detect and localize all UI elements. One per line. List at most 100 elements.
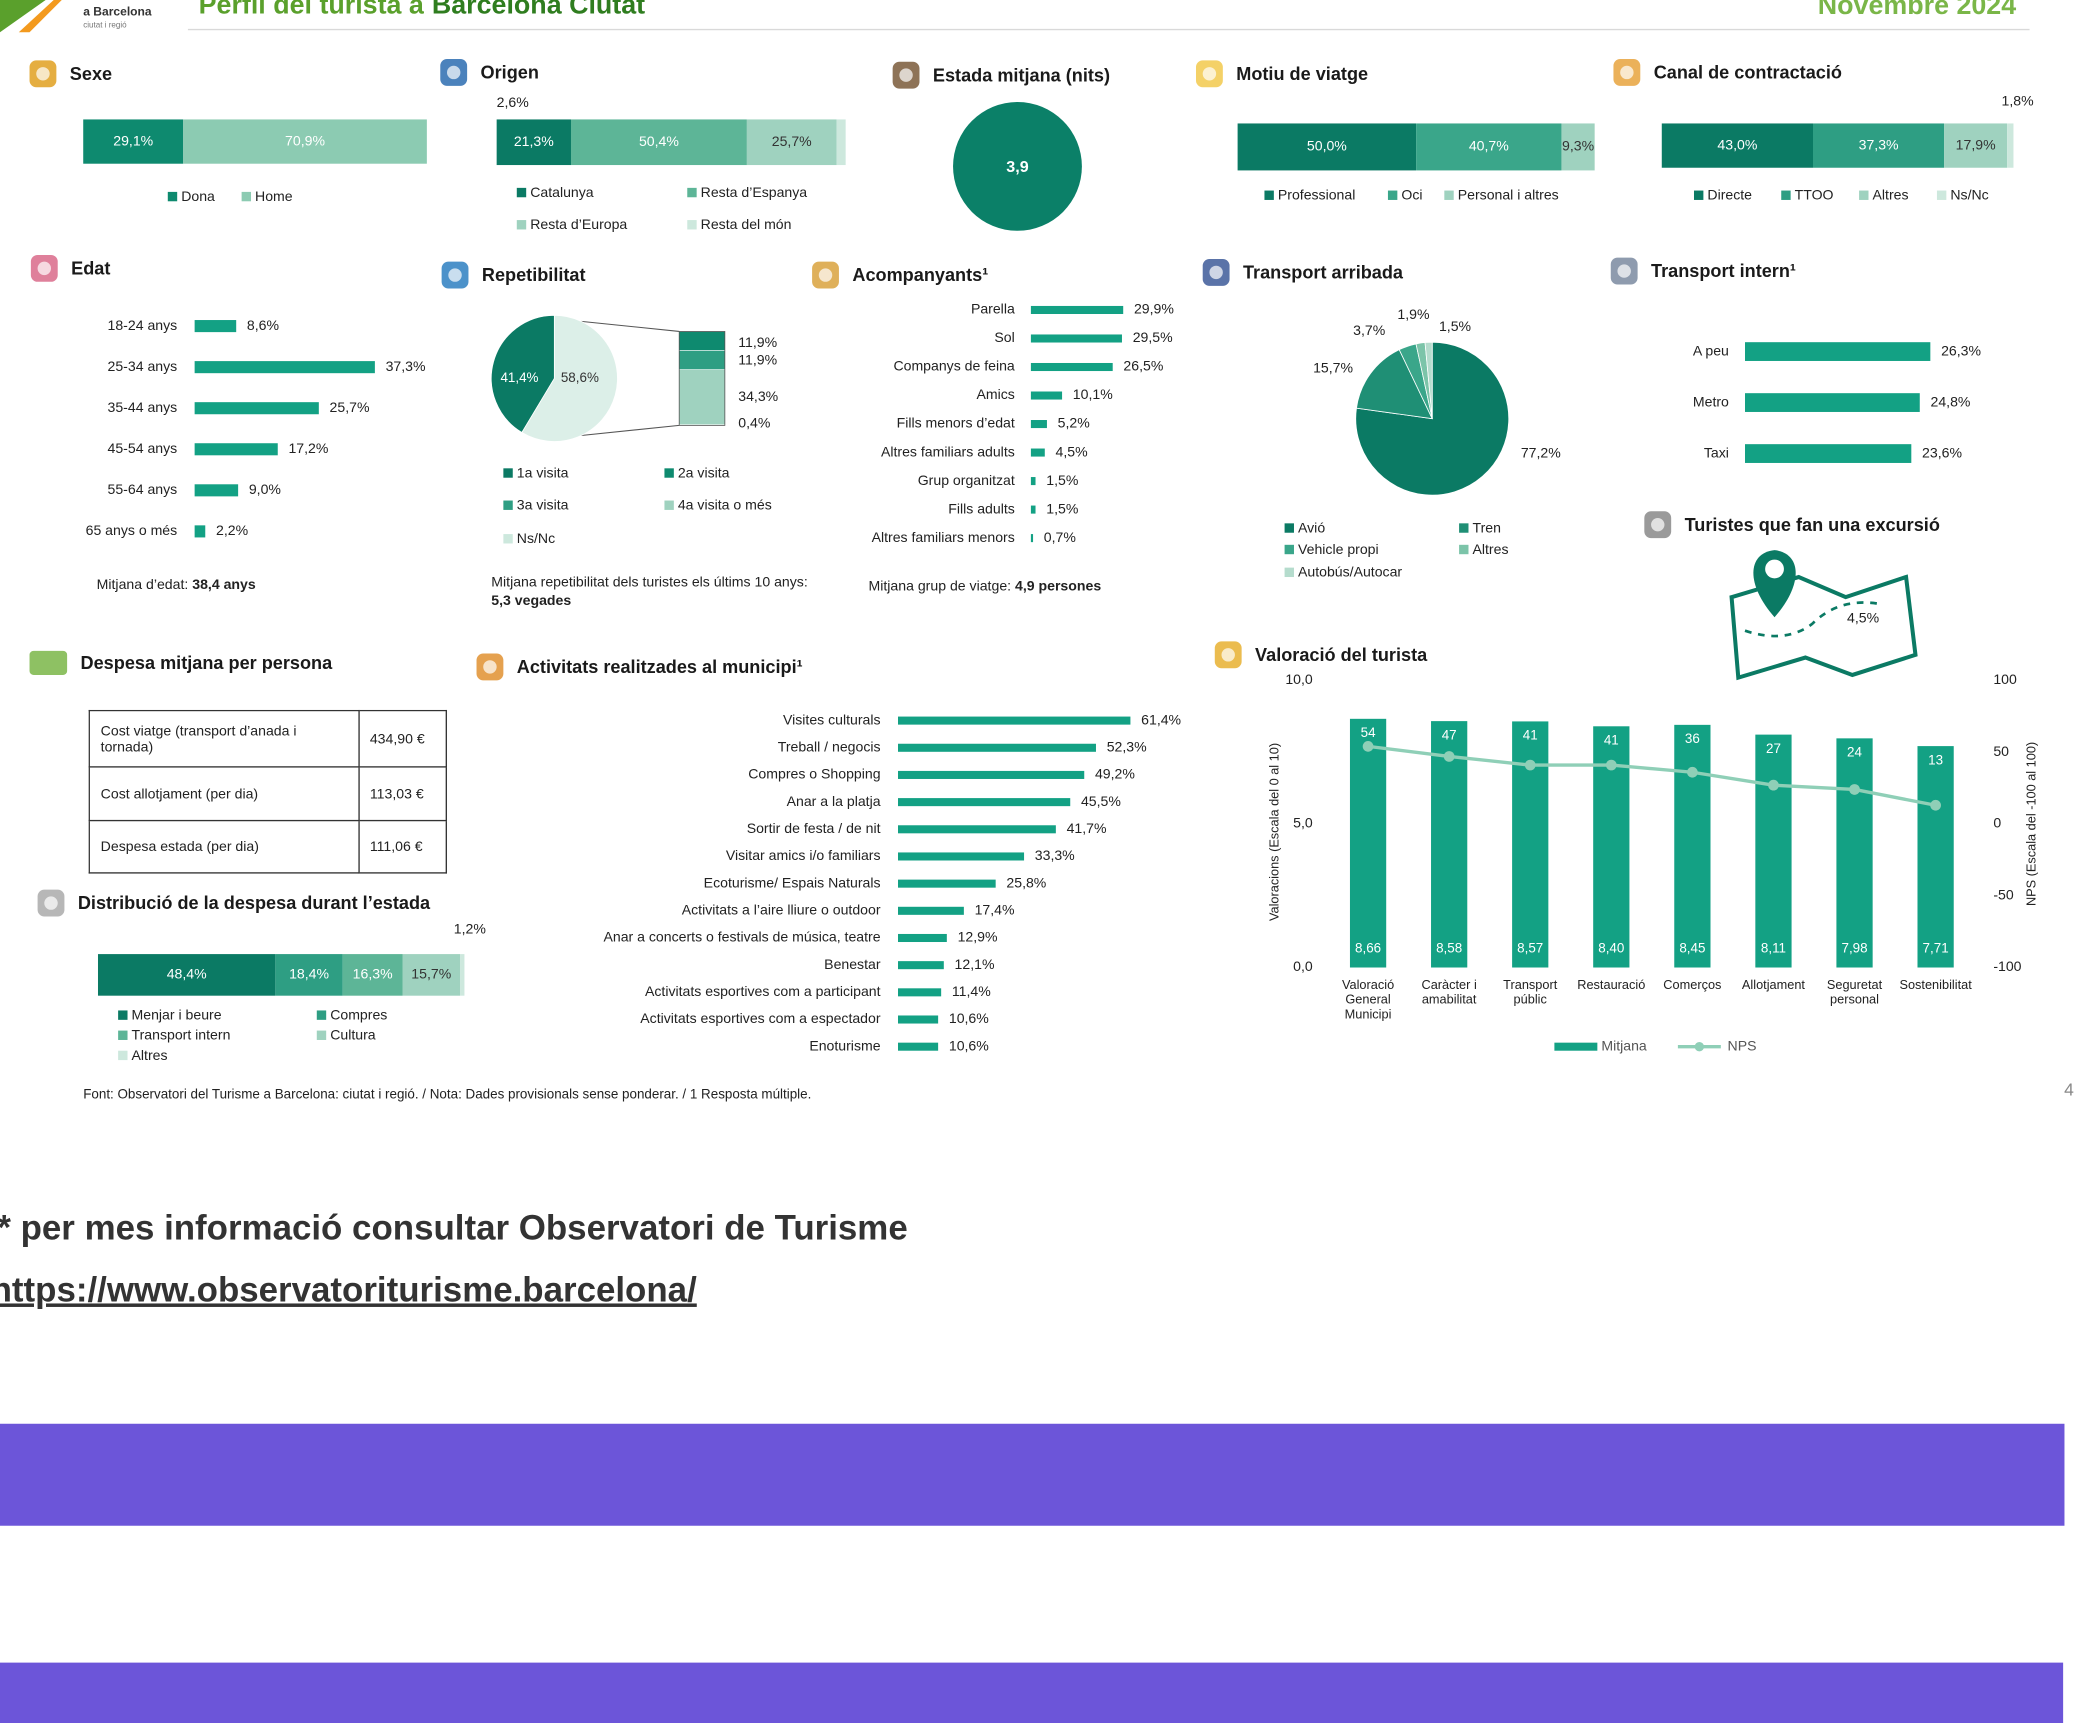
value-label: 8,66 [1355, 940, 1381, 955]
legend-label: Professional [1278, 187, 1355, 203]
title-icon [29, 650, 68, 675]
title-icon-dot [1651, 517, 1665, 532]
value-label: 11,9% [738, 334, 777, 350]
chart-title: Distribució de la despesa durant l’estad… [78, 893, 431, 913]
y2-tick-label: 50 [1993, 743, 2009, 759]
chart-title: Transport intern¹ [1651, 261, 1796, 281]
header-title-part: Perfil del turista a [199, 0, 425, 20]
chart-title: Repetibilitat [482, 265, 586, 285]
value-label: 2,2% [216, 522, 249, 538]
kpi-value: 3,9 [1006, 158, 1028, 176]
bar [1030, 448, 1045, 457]
map-pin-hole [1765, 559, 1784, 579]
value-label: 70,9% [285, 132, 325, 148]
note-value: 38,4 anys [192, 577, 256, 594]
value-label: 17,4% [975, 902, 1015, 918]
value-label: 41,4% [500, 370, 538, 385]
legend-swatch [1444, 190, 1454, 200]
legend-label: 2a visita [678, 464, 730, 480]
bar [194, 484, 239, 497]
bar [898, 933, 947, 943]
y2-tick-label: -50 [1993, 886, 2014, 902]
legend-label: Resta d’Espanya [701, 184, 808, 200]
value-label: 10,6% [949, 1037, 989, 1053]
legend-swatch [1264, 190, 1274, 200]
bar-segment [746, 119, 837, 166]
line-marker [1849, 784, 1860, 795]
legend-swatch [1554, 1042, 1598, 1051]
legend-swatch [687, 187, 697, 198]
y2-tick-label: -100 [1993, 958, 2021, 974]
note-text: Mitjana repetibilitat dels turistes els … [491, 574, 808, 591]
value-label: 0,7% [1044, 529, 1077, 545]
value-label: 8,11 [1761, 940, 1786, 955]
title-icon-dot [1221, 648, 1235, 662]
bar [898, 879, 996, 888]
value-label: 43,0% [1717, 136, 1757, 152]
value-label: 21,3% [514, 133, 554, 149]
legend-swatch [687, 220, 697, 230]
bar-segment [678, 350, 726, 370]
legend-swatch [316, 1010, 327, 1020]
value-label: 37,3% [386, 358, 426, 374]
bar [1431, 721, 1468, 968]
category-label: 35-44 anys [108, 399, 178, 415]
legend-marker [1694, 1041, 1705, 1052]
x-tick-text: Sostenibilitat [1899, 979, 1972, 994]
value-label: 8,58 [1436, 940, 1462, 955]
legend-swatch [1459, 544, 1469, 555]
bar-segment [83, 119, 184, 164]
chart-title: Activitats realitzades al municipi¹ [517, 657, 803, 677]
value-label: 26,3% [1941, 342, 1981, 358]
legend-swatch [1284, 567, 1294, 578]
x-tick-text: Valoració General Municipi [1341, 979, 1395, 1023]
chart-title: Canal de contractació [1654, 63, 1842, 83]
legend-label: Personal i altres [1458, 187, 1559, 203]
value-label: 5,2% [1058, 415, 1091, 431]
value-label: 47 [1442, 727, 1457, 742]
connector [581, 320, 680, 332]
value-label: 24,8% [1931, 393, 1971, 409]
bar [898, 770, 1085, 779]
value-label: 15,7% [1313, 360, 1353, 376]
y-tick-label: 10,0 [1285, 671, 1313, 687]
category-label: Grup organitzat [918, 472, 1015, 488]
value-label: 17,9% [1956, 136, 1996, 152]
bar [898, 716, 1131, 725]
note: Mitjana repetibilitat dels turistes els … [491, 574, 808, 608]
legend-swatch [1693, 190, 1704, 200]
value-label: 11,4% [952, 983, 991, 999]
value-label: 1,8% [2001, 93, 2034, 109]
bar [1674, 724, 1711, 968]
category-label: 55-64 anys [108, 481, 178, 497]
map-pin [1753, 550, 1796, 618]
bar-segment [97, 954, 276, 996]
value-label: 54 [1361, 725, 1376, 740]
info-link[interactable]: https://www.observatoriturisme.barcelona… [0, 1270, 697, 1309]
chart-title: Transport arribada [1243, 263, 1404, 283]
legend-swatch [1284, 544, 1294, 555]
line-marker [1687, 766, 1698, 778]
category-label: Compres o Shopping [748, 766, 880, 782]
title-icon-dot [37, 261, 52, 276]
value-label: 34,3% [738, 388, 778, 404]
category-label: 65 anys o més [86, 522, 178, 538]
category-label: Parella [971, 301, 1015, 317]
bar [898, 906, 964, 915]
y2-tick-label: 0 [1993, 815, 2001, 831]
value-label: 0,4% [738, 415, 771, 431]
bar [1030, 334, 1122, 343]
title-icon-dot [446, 65, 461, 80]
y2-tick-label: 100 [1993, 671, 2017, 687]
table-cell: Cost viatge (transport d’anada i tornada… [88, 709, 360, 768]
x-tick-label: Valoració General Municipi [1341, 979, 1395, 1023]
cost-table: Cost viatge (transport d’anada i tornada… [88, 709, 447, 874]
value-label: 17,2% [288, 440, 328, 456]
legend-swatch [118, 1030, 128, 1040]
legend-swatch [664, 500, 674, 510]
x-tick-text: Allotjament [1741, 979, 1805, 994]
category-label: Taxi [1704, 444, 1729, 460]
table-cell: Cost allotjament (per dia) [88, 766, 360, 822]
y-tick-label: 0,0 [1293, 958, 1313, 974]
